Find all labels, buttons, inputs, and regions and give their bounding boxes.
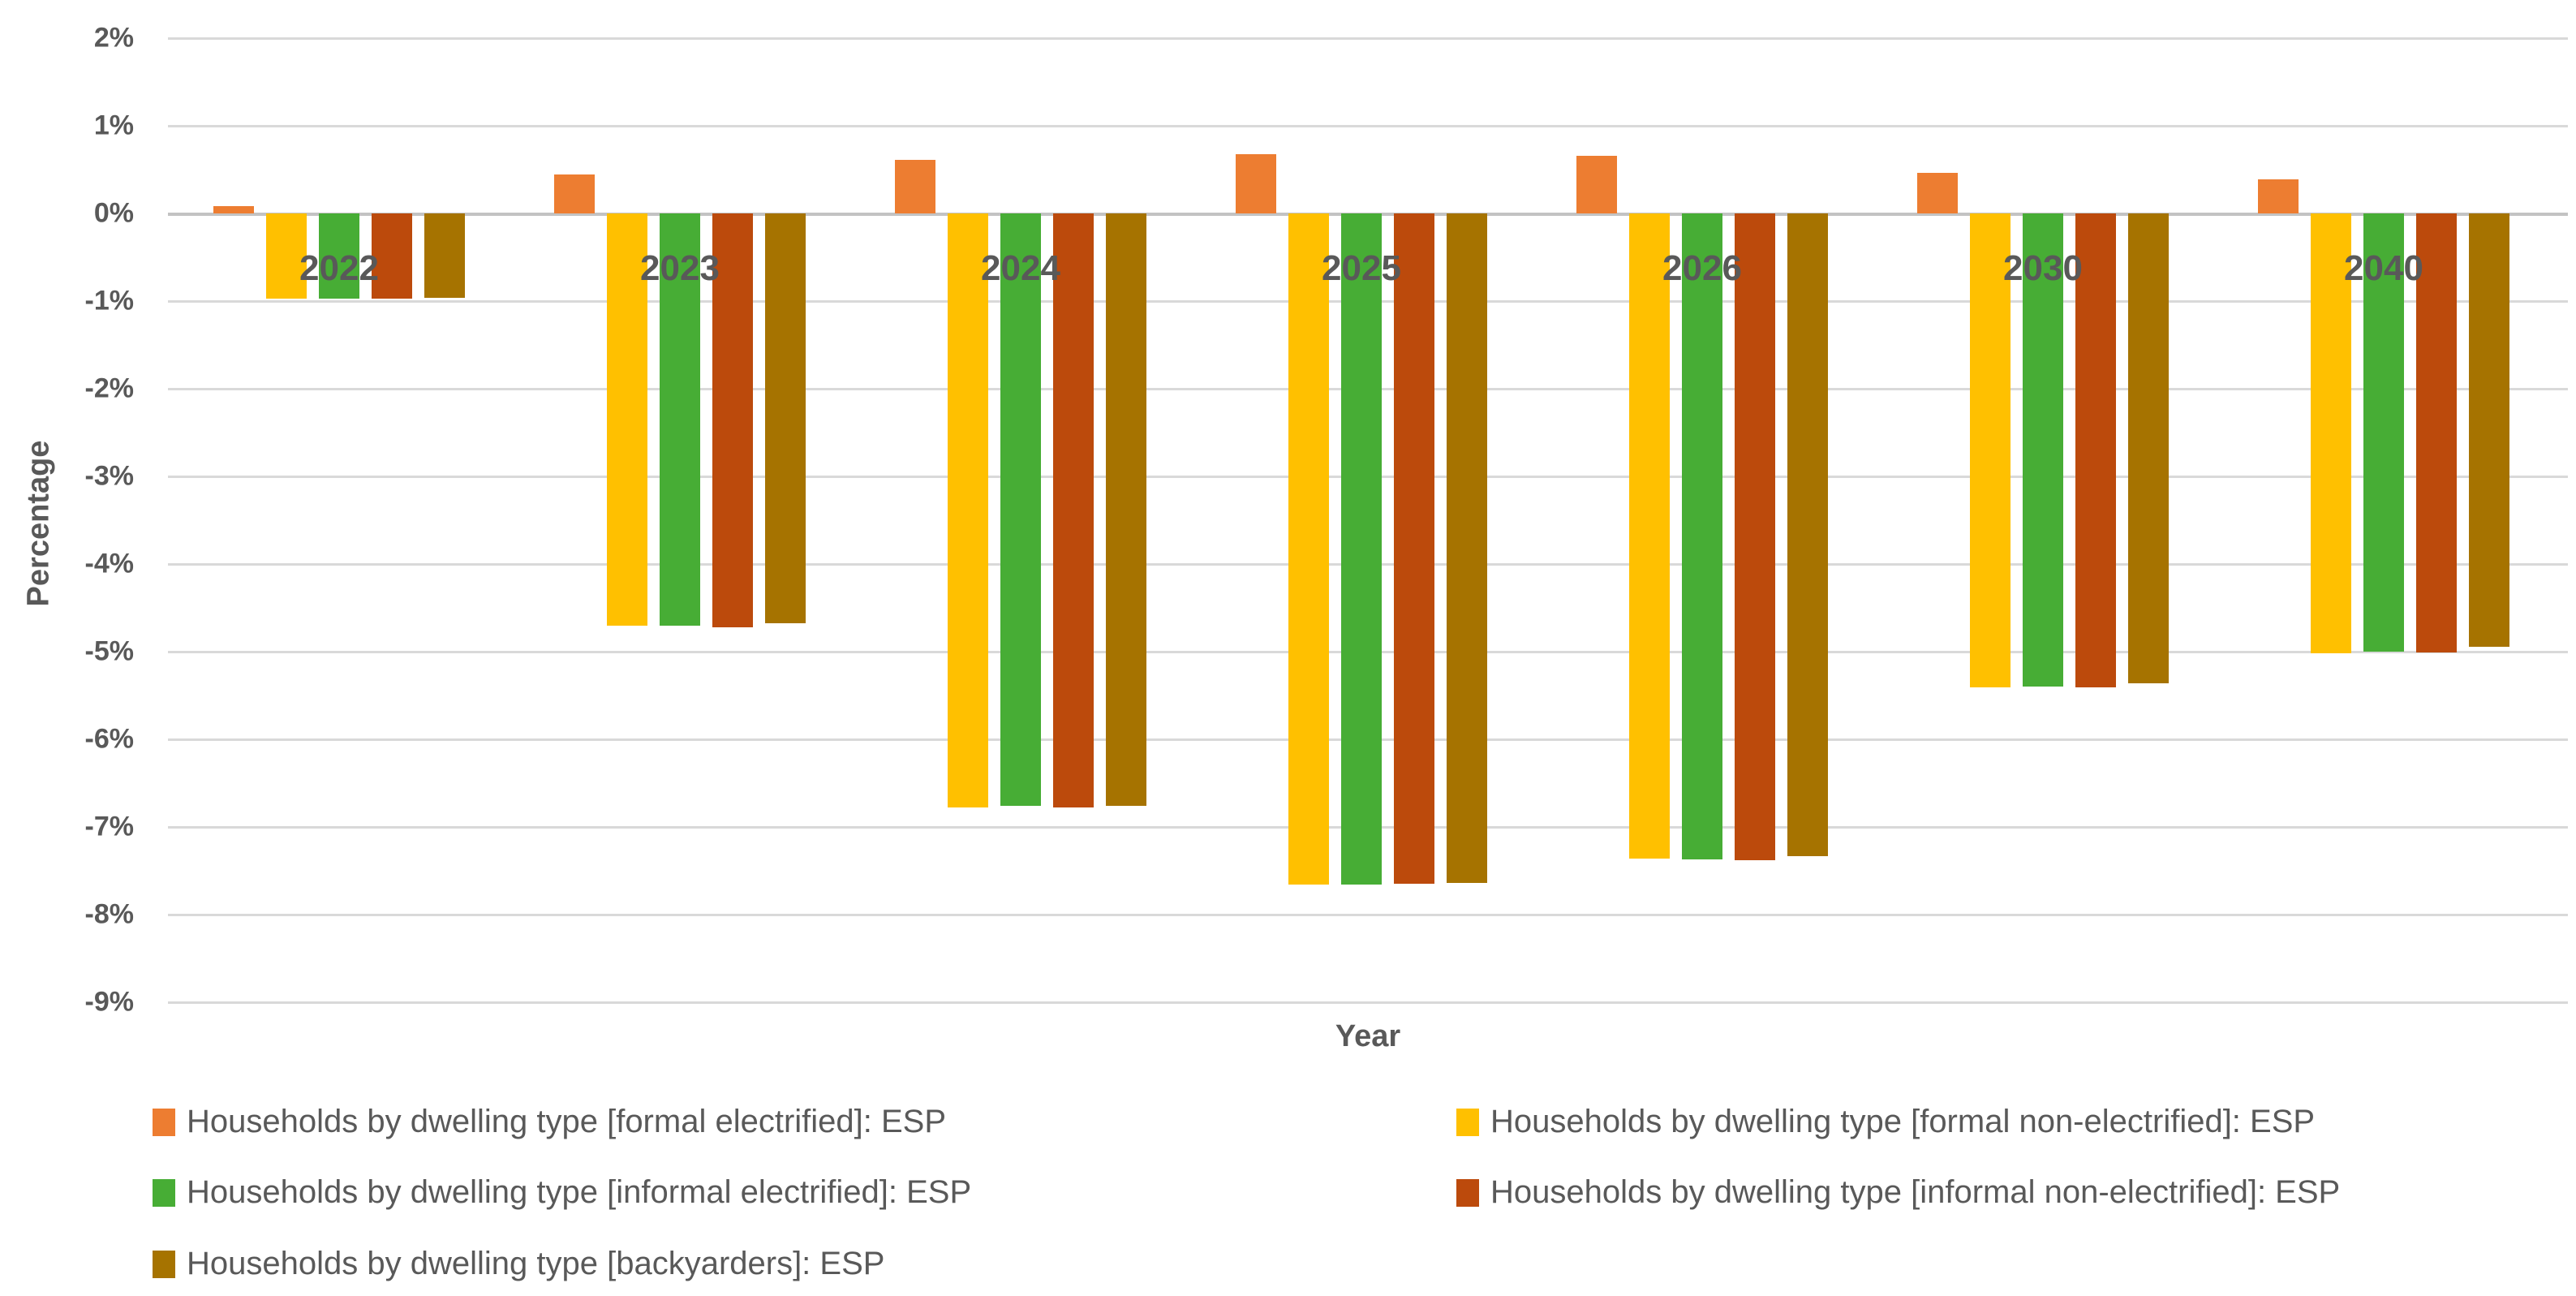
bar <box>895 160 935 213</box>
bar <box>1629 213 1670 859</box>
legend-swatch <box>153 1250 175 1278</box>
y-tick-label: 1% <box>93 110 134 141</box>
bar <box>554 174 595 213</box>
bar <box>1682 213 1722 859</box>
gridline <box>168 1001 2568 1004</box>
bar <box>1288 213 1329 885</box>
y-tick-label: -1% <box>84 285 134 316</box>
y-tick-label: -2% <box>84 372 134 404</box>
x-category-label: 2022 <box>299 248 379 288</box>
bar <box>1576 155 1617 213</box>
legend-swatch <box>1456 1108 1479 1136</box>
bar <box>2128 213 2169 683</box>
legend-label: Households by dwelling type [formal elec… <box>187 1104 947 1139</box>
x-category-label: 2025 <box>1322 248 1401 288</box>
y-tick-label: -5% <box>84 635 134 667</box>
legend-swatch <box>153 1178 175 1207</box>
y-tick-label: -6% <box>84 723 134 755</box>
bar <box>2075 213 2116 688</box>
y-tick-label: -8% <box>84 898 134 930</box>
bar <box>2363 213 2404 652</box>
legend-item: Households by dwelling type [informal el… <box>153 1174 971 1211</box>
gridline <box>168 914 2568 916</box>
x-category-label: 2023 <box>640 248 720 288</box>
bar <box>1917 173 1958 213</box>
legend-item: Households by dwelling type [backyarders… <box>153 1246 884 1282</box>
bar <box>1447 213 1487 884</box>
y-tick-label: 2% <box>93 22 134 54</box>
bar <box>2023 213 2063 687</box>
bar <box>2416 213 2457 653</box>
bar <box>266 213 307 299</box>
bar <box>1735 213 1775 861</box>
legend-item: Households by dwelling type [formal elec… <box>153 1104 946 1140</box>
bar <box>660 213 700 626</box>
legend-label: Households by dwelling type [backyarders… <box>187 1246 885 1281</box>
legend-swatch <box>1456 1178 1479 1207</box>
bar <box>1053 213 1094 808</box>
bar <box>765 213 806 624</box>
y-tick-label: 0% <box>93 197 134 229</box>
x-axis-title: Year <box>1335 1019 1401 1053</box>
y-tick-label: -9% <box>84 986 134 1018</box>
bar <box>372 213 412 299</box>
bar <box>319 213 359 299</box>
legend-label: Households by dwelling type [formal non-… <box>1490 1104 2316 1139</box>
x-category-label: 2030 <box>2003 248 2083 288</box>
bar <box>1236 153 1276 213</box>
gridline <box>168 125 2568 127</box>
legend-item: Households by dwelling type [formal non-… <box>1456 1104 2315 1140</box>
x-category-label: 2024 <box>981 248 1060 288</box>
legend-item: Households by dwelling type [informal no… <box>1456 1174 2340 1211</box>
gridline <box>168 37 2568 40</box>
x-category-label: 2026 <box>1662 248 1742 288</box>
legend-swatch <box>153 1108 175 1136</box>
bar <box>1106 213 1146 807</box>
x-category-label: 2040 <box>2344 248 2423 288</box>
bar <box>2258 179 2299 213</box>
bar <box>424 213 465 298</box>
bar <box>1341 213 1382 885</box>
legend-label: Households by dwelling type [informal no… <box>1490 1174 2341 1210</box>
legend-label: Households by dwelling type [informal el… <box>187 1174 972 1210</box>
y-tick-label: -4% <box>84 548 134 579</box>
bar <box>1394 213 1434 885</box>
bar <box>607 213 647 626</box>
bar <box>1000 213 1041 807</box>
bar <box>2469 213 2509 647</box>
bar <box>948 213 988 808</box>
y-tick-label: -7% <box>84 811 134 842</box>
bar <box>1970 213 2010 688</box>
bar <box>2311 213 2351 654</box>
bar <box>213 206 254 213</box>
bar <box>1787 213 1828 856</box>
y-tick-label: -3% <box>84 460 134 492</box>
bar <box>712 213 753 627</box>
